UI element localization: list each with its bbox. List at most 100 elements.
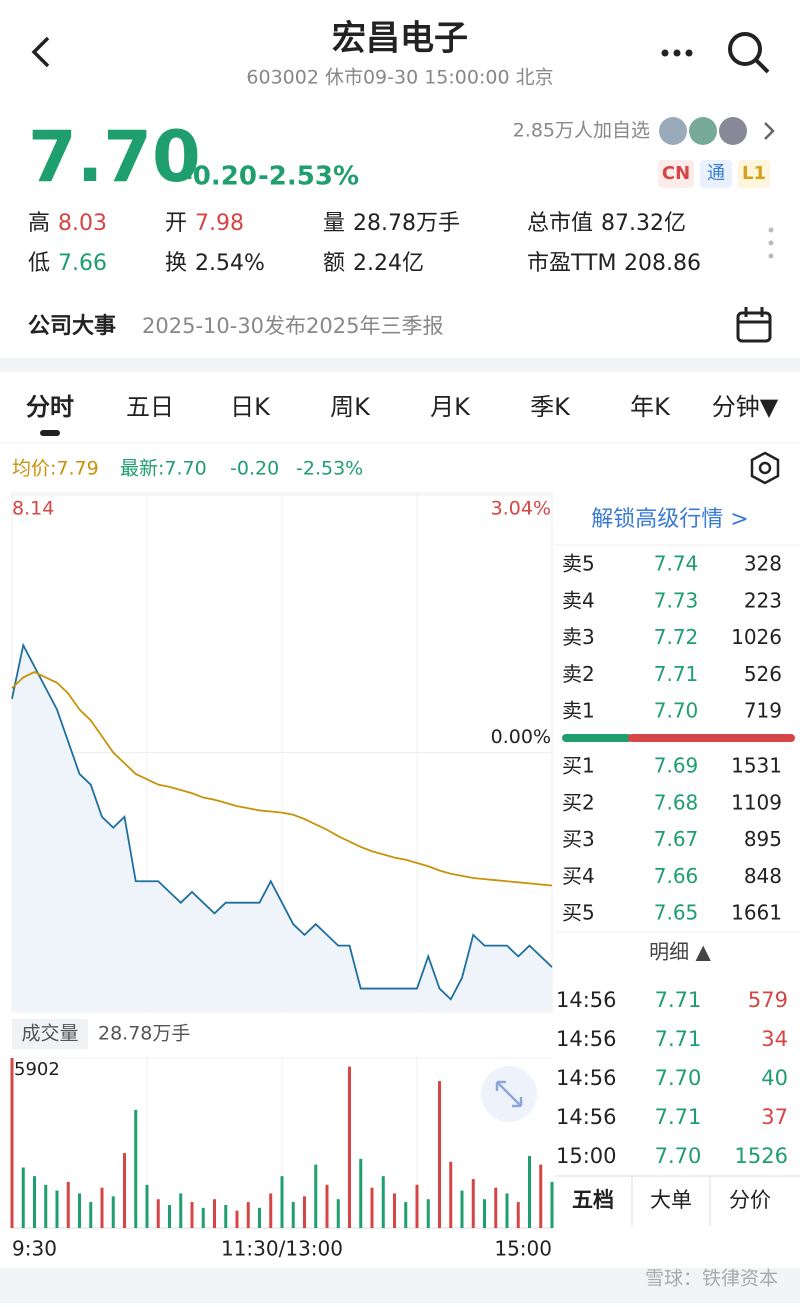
trade-qty: 37 xyxy=(761,1105,788,1129)
subtitle: 603002 休市09-30 15:00:00 北京 xyxy=(246,67,553,89)
volume-bar xyxy=(528,1155,531,1228)
trade-time: 14:56 xyxy=(556,1105,617,1129)
book-label: 卖2 xyxy=(562,662,595,686)
book-label: 买4 xyxy=(562,864,595,888)
more-button[interactable] xyxy=(661,49,693,57)
book-qty: 1661 xyxy=(731,901,782,925)
tag: L1 xyxy=(742,163,766,184)
followers[interactable]: 2.85万人加自选 xyxy=(513,120,650,142)
more-dots[interactable] xyxy=(768,227,774,259)
stat-label: 低 xyxy=(28,251,50,276)
volume-bar xyxy=(21,1167,25,1228)
avatars xyxy=(659,117,747,145)
stat-value: 208.86 xyxy=(624,251,701,276)
volume-bar xyxy=(44,1184,48,1228)
volume-bar xyxy=(505,1193,509,1228)
book-price: 7.69 xyxy=(654,754,699,778)
volume-bar xyxy=(280,1176,284,1228)
trade-time: 14:56 xyxy=(556,1027,617,1051)
price-line xyxy=(11,642,553,1001)
settings-icon[interactable] xyxy=(750,451,780,485)
volume-bar xyxy=(235,1210,239,1228)
change-pct: -2.53% xyxy=(258,162,359,192)
volume-total: 28.78万手 xyxy=(98,1023,190,1045)
volume-bar xyxy=(359,1158,363,1228)
volume-label: 成交量 xyxy=(21,1023,78,1045)
stat-label: 额 xyxy=(323,251,345,276)
volume-bar xyxy=(66,1181,70,1228)
trades-title[interactable]: 明细 ▲ xyxy=(649,940,711,964)
book-label: 卖4 xyxy=(562,588,595,612)
tab[interactable]: 分钟▼ xyxy=(712,393,779,421)
event-label[interactable]: 公司大事 xyxy=(28,313,116,339)
tab[interactable]: 五日 xyxy=(126,393,174,421)
bottom-tab[interactable]: 分价 xyxy=(729,1188,771,1212)
volume-bar xyxy=(246,1202,250,1228)
x-tick-label: 15:00 xyxy=(494,1237,552,1261)
tab[interactable]: 周K xyxy=(330,393,371,421)
volume-bar xyxy=(404,1202,408,1228)
change: -0.20 xyxy=(182,162,257,192)
volume-bar xyxy=(370,1187,374,1228)
volume-bar xyxy=(145,1184,149,1228)
ratio-bar-bid xyxy=(562,734,632,742)
volume-bar xyxy=(179,1193,183,1228)
volume-bar xyxy=(33,1176,36,1228)
book-label: 卖1 xyxy=(562,699,595,723)
volume-bar xyxy=(483,1199,486,1228)
tab[interactable]: 分时 xyxy=(26,393,74,421)
stat-label: 总市值 xyxy=(527,211,593,236)
book-qty: 895 xyxy=(744,827,782,851)
bottom-tab[interactable]: 大单 xyxy=(650,1188,692,1212)
book-price: 7.66 xyxy=(654,864,699,888)
tab[interactable]: 年K xyxy=(630,393,671,421)
trade-qty: 1526 xyxy=(735,1144,788,1168)
trade-price: 7.71 xyxy=(655,1105,702,1129)
tab-indicator xyxy=(40,430,60,436)
y-tick-label: 8.14 xyxy=(12,498,54,520)
volume-bar xyxy=(111,1196,115,1228)
book-price: 7.74 xyxy=(654,552,699,576)
volume-bar xyxy=(89,1202,93,1228)
book-label: 买1 xyxy=(562,754,595,778)
volume-bar xyxy=(426,1199,430,1228)
calendar-icon[interactable] xyxy=(736,307,772,343)
tag: 通 xyxy=(707,163,725,184)
volume-bar xyxy=(100,1187,104,1228)
tab[interactable]: 日K xyxy=(230,393,271,421)
trade-price: 7.71 xyxy=(655,988,702,1012)
volume-bar xyxy=(78,1193,81,1228)
stat-value: 28.78万手 xyxy=(353,211,460,236)
back-button[interactable] xyxy=(31,36,50,68)
divider xyxy=(0,358,800,372)
volume-label-bg xyxy=(12,1019,88,1049)
volume-bar xyxy=(471,1179,475,1228)
event-text[interactable]: 2025-10-30发布2025年三季报 xyxy=(142,314,444,338)
volume-bar xyxy=(123,1153,126,1228)
volume-bar xyxy=(415,1184,419,1228)
book-qty: 719 xyxy=(744,699,782,723)
stat-value: 7.66 xyxy=(58,251,107,276)
trade-time: 14:56 xyxy=(556,988,617,1012)
tab[interactable]: 季K xyxy=(530,393,571,421)
search-button[interactable] xyxy=(728,32,770,74)
book-price: 7.73 xyxy=(654,588,699,612)
bottom-tab[interactable]: 五档 xyxy=(572,1188,614,1212)
tab[interactable]: 月K xyxy=(430,393,471,421)
avg-info: 均价:7.79 xyxy=(12,458,99,480)
book-qty: 526 xyxy=(744,662,782,686)
volume-bar xyxy=(291,1202,295,1228)
expand-button[interactable] xyxy=(481,1066,537,1122)
trade-time: 14:56 xyxy=(556,1066,617,1090)
chevron[interactable] xyxy=(764,122,775,140)
book-label: 买5 xyxy=(562,901,595,925)
x-tick-label: 9:30 xyxy=(12,1237,57,1261)
stat-label: 开 xyxy=(165,211,187,236)
stat-value: 7.98 xyxy=(195,211,244,236)
volume-bar xyxy=(258,1207,261,1228)
volume-bar xyxy=(224,1204,228,1228)
stat-value: 8.03 xyxy=(58,211,107,236)
unlock-link[interactable]: 解锁高级行情 > xyxy=(591,507,748,532)
book-price: 7.65 xyxy=(654,901,699,925)
